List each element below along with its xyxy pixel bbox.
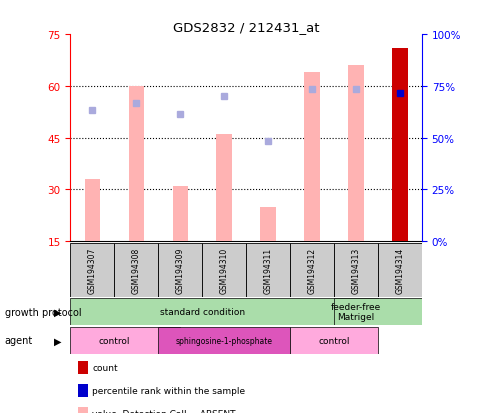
- Text: GSM194313: GSM194313: [351, 247, 360, 293]
- Text: value, Detection Call = ABSENT: value, Detection Call = ABSENT: [92, 409, 235, 413]
- Text: standard condition: standard condition: [159, 308, 244, 316]
- Text: ▶: ▶: [54, 307, 62, 317]
- FancyBboxPatch shape: [246, 243, 289, 297]
- FancyBboxPatch shape: [70, 327, 180, 354]
- Text: growth protocol: growth protocol: [5, 307, 81, 317]
- FancyBboxPatch shape: [70, 243, 114, 297]
- Text: ▶: ▶: [54, 335, 62, 346]
- Text: control: control: [98, 336, 130, 345]
- Text: agent: agent: [5, 335, 33, 346]
- FancyBboxPatch shape: [114, 243, 158, 297]
- Bar: [260, 207, 275, 242]
- Text: sphingosine-1-phosphate: sphingosine-1-phosphate: [175, 336, 272, 345]
- FancyBboxPatch shape: [202, 243, 245, 297]
- Text: percentile rank within the sample: percentile rank within the sample: [92, 386, 245, 395]
- FancyBboxPatch shape: [70, 299, 377, 325]
- Bar: [128, 87, 144, 242]
- FancyBboxPatch shape: [158, 327, 289, 354]
- Bar: [392, 49, 407, 242]
- Bar: [304, 73, 319, 242]
- FancyBboxPatch shape: [158, 243, 202, 297]
- FancyBboxPatch shape: [377, 243, 421, 297]
- Bar: [172, 187, 187, 242]
- Bar: [348, 66, 363, 242]
- FancyBboxPatch shape: [333, 243, 377, 297]
- FancyBboxPatch shape: [289, 243, 333, 297]
- Text: GSM194308: GSM194308: [132, 247, 140, 293]
- Text: count: count: [92, 363, 118, 373]
- Text: GSM194312: GSM194312: [307, 247, 316, 293]
- Text: GSM194314: GSM194314: [394, 247, 404, 293]
- Bar: [84, 180, 100, 242]
- Text: GSM194309: GSM194309: [175, 247, 184, 293]
- Text: control: control: [318, 336, 349, 345]
- Text: GSM194310: GSM194310: [219, 247, 228, 293]
- FancyBboxPatch shape: [333, 299, 421, 325]
- Text: GSM194307: GSM194307: [88, 247, 97, 293]
- Bar: [216, 135, 231, 242]
- Title: GDS2832 / 212431_at: GDS2832 / 212431_at: [172, 21, 319, 34]
- FancyBboxPatch shape: [289, 327, 377, 354]
- Text: feeder-free
Matrigel: feeder-free Matrigel: [330, 302, 380, 322]
- Text: GSM194311: GSM194311: [263, 247, 272, 293]
